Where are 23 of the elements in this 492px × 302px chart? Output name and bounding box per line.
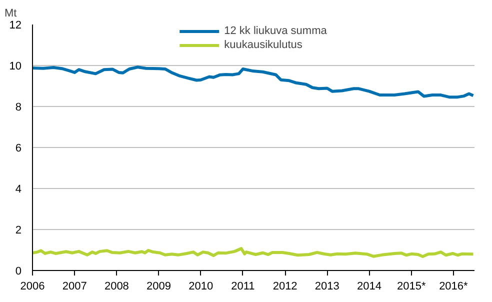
x-tick-label: 2007 xyxy=(62,280,87,292)
line-series xyxy=(32,66,474,99)
y-tick-label: 0 xyxy=(15,266,22,278)
x-tick-label: 2012 xyxy=(272,280,298,292)
x-tick-label: 2016* xyxy=(439,280,469,292)
x-tick-label: 2015* xyxy=(396,280,426,292)
legend-label: 12 kk liukuva summa xyxy=(224,24,327,38)
y-tick-label: 4 xyxy=(15,184,22,196)
x-tick-label: 2014 xyxy=(357,280,382,292)
x-tick-label: 2006 xyxy=(20,280,45,292)
y-axis-title: Mt xyxy=(4,8,17,20)
legend-label: kuukausikulutus xyxy=(224,38,302,52)
y-tick-label: 2 xyxy=(15,224,22,236)
y-tick-label: 10 xyxy=(9,60,22,72)
x-tick-label: 2013 xyxy=(314,280,340,292)
x-tick-label: 2008 xyxy=(104,280,129,292)
line-series xyxy=(32,247,474,258)
x-tick-label: 2011 xyxy=(231,280,255,292)
y-tick-label: 6 xyxy=(15,142,22,154)
y-tick-label: 8 xyxy=(15,102,22,114)
x-tick-label: 2009 xyxy=(146,280,172,292)
y-tick-label: 12 xyxy=(9,20,22,32)
x-tick-label: 2010 xyxy=(188,280,214,292)
